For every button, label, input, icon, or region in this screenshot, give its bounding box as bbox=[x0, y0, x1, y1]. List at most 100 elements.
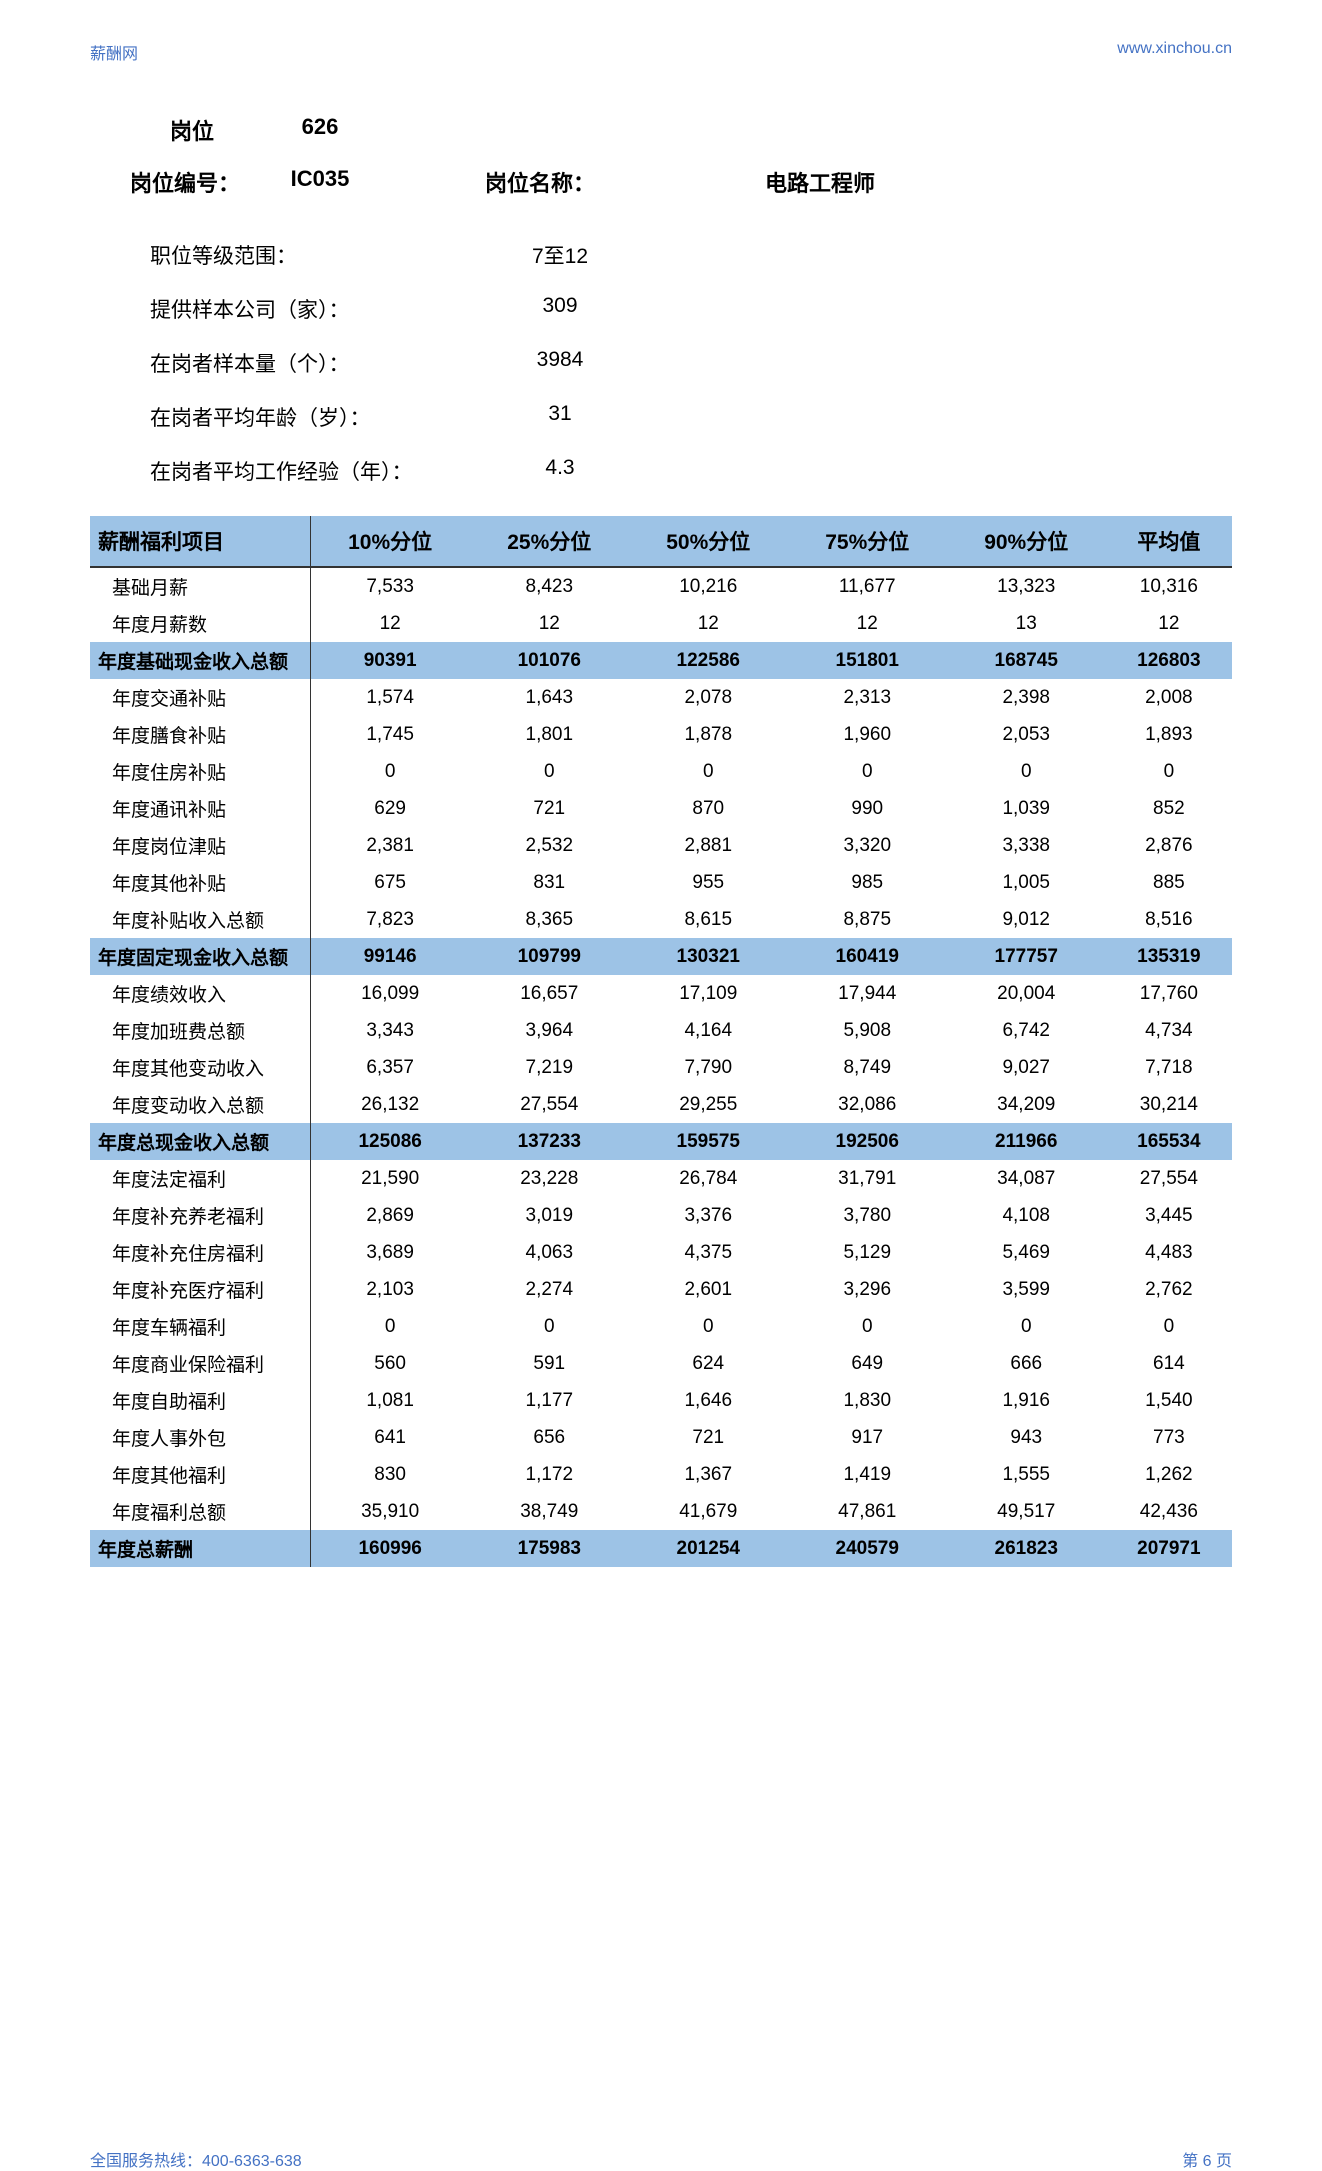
table-cell: 年度基础现金收入总额 bbox=[90, 642, 310, 679]
table-cell: 6,742 bbox=[947, 1012, 1106, 1049]
table-cell: 126803 bbox=[1106, 642, 1232, 679]
table-cell: 27,554 bbox=[470, 1086, 629, 1123]
table-row: 年度总现金收入总额1250861372331595751925062119661… bbox=[90, 1123, 1232, 1160]
table-cell: 0 bbox=[788, 1308, 947, 1345]
table-cell: 年度通讯补贴 bbox=[90, 790, 310, 827]
info-label: 提供样本公司（家）： bbox=[90, 294, 470, 324]
info-row: 在岗者平均年龄（岁）：31 bbox=[90, 390, 1232, 444]
table-cell: 1,745 bbox=[310, 716, 470, 753]
table-cell: 13,323 bbox=[947, 567, 1106, 605]
table-cell: 年度福利总额 bbox=[90, 1493, 310, 1530]
table-cell: 0 bbox=[470, 753, 629, 790]
table-cell: 830 bbox=[310, 1456, 470, 1493]
table-cell: 151801 bbox=[788, 642, 947, 679]
table-cell: 年度自助福利 bbox=[90, 1382, 310, 1419]
table-cell: 2,274 bbox=[470, 1271, 629, 1308]
table-row: 年度商业保险福利560591624649666614 bbox=[90, 1345, 1232, 1382]
table-cell: 207971 bbox=[1106, 1530, 1232, 1567]
table-cell: 7,790 bbox=[629, 1049, 788, 1086]
meta-section: 岗位 626 岗位编号： IC035 岗位名称： 电路工程师 bbox=[90, 104, 1232, 208]
table-cell: 7,533 bbox=[310, 567, 470, 605]
table-cell: 35,910 bbox=[310, 1493, 470, 1530]
table-cell: 1,081 bbox=[310, 1382, 470, 1419]
info-label: 在岗者平均工作经验（年）： bbox=[90, 456, 470, 486]
position-label: 岗位 bbox=[90, 114, 240, 146]
table-cell: 831 bbox=[470, 864, 629, 901]
table-cell: 17,944 bbox=[788, 975, 947, 1012]
table-cell: 12 bbox=[1106, 605, 1232, 642]
table-cell: 4,164 bbox=[629, 1012, 788, 1049]
table-cell: 年度变动收入总额 bbox=[90, 1086, 310, 1123]
info-value: 4.3 bbox=[470, 456, 650, 486]
brand-link[interactable]: 薪酬网 bbox=[90, 40, 138, 64]
table-row: 年度膳食补贴1,7451,8011,8781,9602,0531,893 bbox=[90, 716, 1232, 753]
table-cell: 1,643 bbox=[470, 679, 629, 716]
table-cell: 2,762 bbox=[1106, 1271, 1232, 1308]
table-row: 年度其他补贴6758319559851,005885 bbox=[90, 864, 1232, 901]
table-cell: 42,436 bbox=[1106, 1493, 1232, 1530]
table-cell: 34,209 bbox=[947, 1086, 1106, 1123]
table-cell: 160996 bbox=[310, 1530, 470, 1567]
info-row: 职位等级范围：7至12 bbox=[90, 228, 1232, 282]
table-cell: 130321 bbox=[629, 938, 788, 975]
info-value: 31 bbox=[470, 402, 650, 432]
table-cell: 8,875 bbox=[788, 901, 947, 938]
table-cell: 2,381 bbox=[310, 827, 470, 864]
table-cell: 26,784 bbox=[629, 1160, 788, 1197]
table-row: 年度补充住房福利3,6894,0634,3755,1295,4694,483 bbox=[90, 1234, 1232, 1271]
table-cell: 0 bbox=[470, 1308, 629, 1345]
table-cell: 41,679 bbox=[629, 1493, 788, 1530]
table-row: 年度其他福利8301,1721,3671,4191,5551,262 bbox=[90, 1456, 1232, 1493]
table-cell: 168745 bbox=[947, 642, 1106, 679]
table-cell: 1,646 bbox=[629, 1382, 788, 1419]
table-cell: 12 bbox=[788, 605, 947, 642]
table-cell: 1,177 bbox=[470, 1382, 629, 1419]
table-cell: 137233 bbox=[470, 1123, 629, 1160]
table-cell: 20,004 bbox=[947, 975, 1106, 1012]
table-header-cell: 50%分位 bbox=[629, 516, 788, 567]
table-cell: 12 bbox=[470, 605, 629, 642]
page-number: 第 6 页 bbox=[1182, 2147, 1232, 2171]
table-row: 年度法定福利21,59023,22826,78431,79134,08727,5… bbox=[90, 1160, 1232, 1197]
table-cell: 年度补贴收入总额 bbox=[90, 901, 310, 938]
table-cell: 3,296 bbox=[788, 1271, 947, 1308]
table-header-cell: 薪酬福利项目 bbox=[90, 516, 310, 567]
table-cell: 614 bbox=[1106, 1345, 1232, 1382]
url-link[interactable]: www.xinchou.cn bbox=[1117, 40, 1232, 64]
table-cell: 159575 bbox=[629, 1123, 788, 1160]
table-cell: 2,398 bbox=[947, 679, 1106, 716]
meta-position-row: 岗位 626 bbox=[90, 104, 1232, 156]
table-row: 年度基础现金收入总额903911010761225861518011687451… bbox=[90, 642, 1232, 679]
table-cell: 0 bbox=[947, 753, 1106, 790]
table-cell: 852 bbox=[1106, 790, 1232, 827]
info-row: 在岗者样本量（个）：3984 bbox=[90, 336, 1232, 390]
table-cell: 年度绩效收入 bbox=[90, 975, 310, 1012]
table-cell: 3,599 bbox=[947, 1271, 1106, 1308]
table-cell: 29,255 bbox=[629, 1086, 788, 1123]
table-cell: 1,574 bbox=[310, 679, 470, 716]
table-cell: 201254 bbox=[629, 1530, 788, 1567]
table-cell: 624 bbox=[629, 1345, 788, 1382]
table-cell: 年度人事外包 bbox=[90, 1419, 310, 1456]
table-cell: 1,419 bbox=[788, 1456, 947, 1493]
table-cell: 1,830 bbox=[788, 1382, 947, 1419]
table-cell: 1,893 bbox=[1106, 716, 1232, 753]
info-row: 在岗者平均工作经验（年）：4.3 bbox=[90, 444, 1232, 498]
table-row: 年度总薪酬16099617598320125424057926182320797… bbox=[90, 1530, 1232, 1567]
table-cell: 721 bbox=[470, 790, 629, 827]
table-cell: 49,517 bbox=[947, 1493, 1106, 1530]
table-cell: 2,876 bbox=[1106, 827, 1232, 864]
info-label: 在岗者样本量（个）： bbox=[90, 348, 470, 378]
table-cell: 4,063 bbox=[470, 1234, 629, 1271]
table-cell: 1,916 bbox=[947, 1382, 1106, 1419]
table-cell: 年度岗位津贴 bbox=[90, 827, 310, 864]
table-row: 年度加班费总额3,3433,9644,1645,9086,7424,734 bbox=[90, 1012, 1232, 1049]
table-cell: 3,343 bbox=[310, 1012, 470, 1049]
table-cell: 10,316 bbox=[1106, 567, 1232, 605]
table-cell: 3,338 bbox=[947, 827, 1106, 864]
table-cell: 4,734 bbox=[1106, 1012, 1232, 1049]
table-cell: 8,365 bbox=[470, 901, 629, 938]
table-cell: 560 bbox=[310, 1345, 470, 1382]
table-cell: 27,554 bbox=[1106, 1160, 1232, 1197]
name-label: 岗位名称： bbox=[400, 166, 680, 198]
